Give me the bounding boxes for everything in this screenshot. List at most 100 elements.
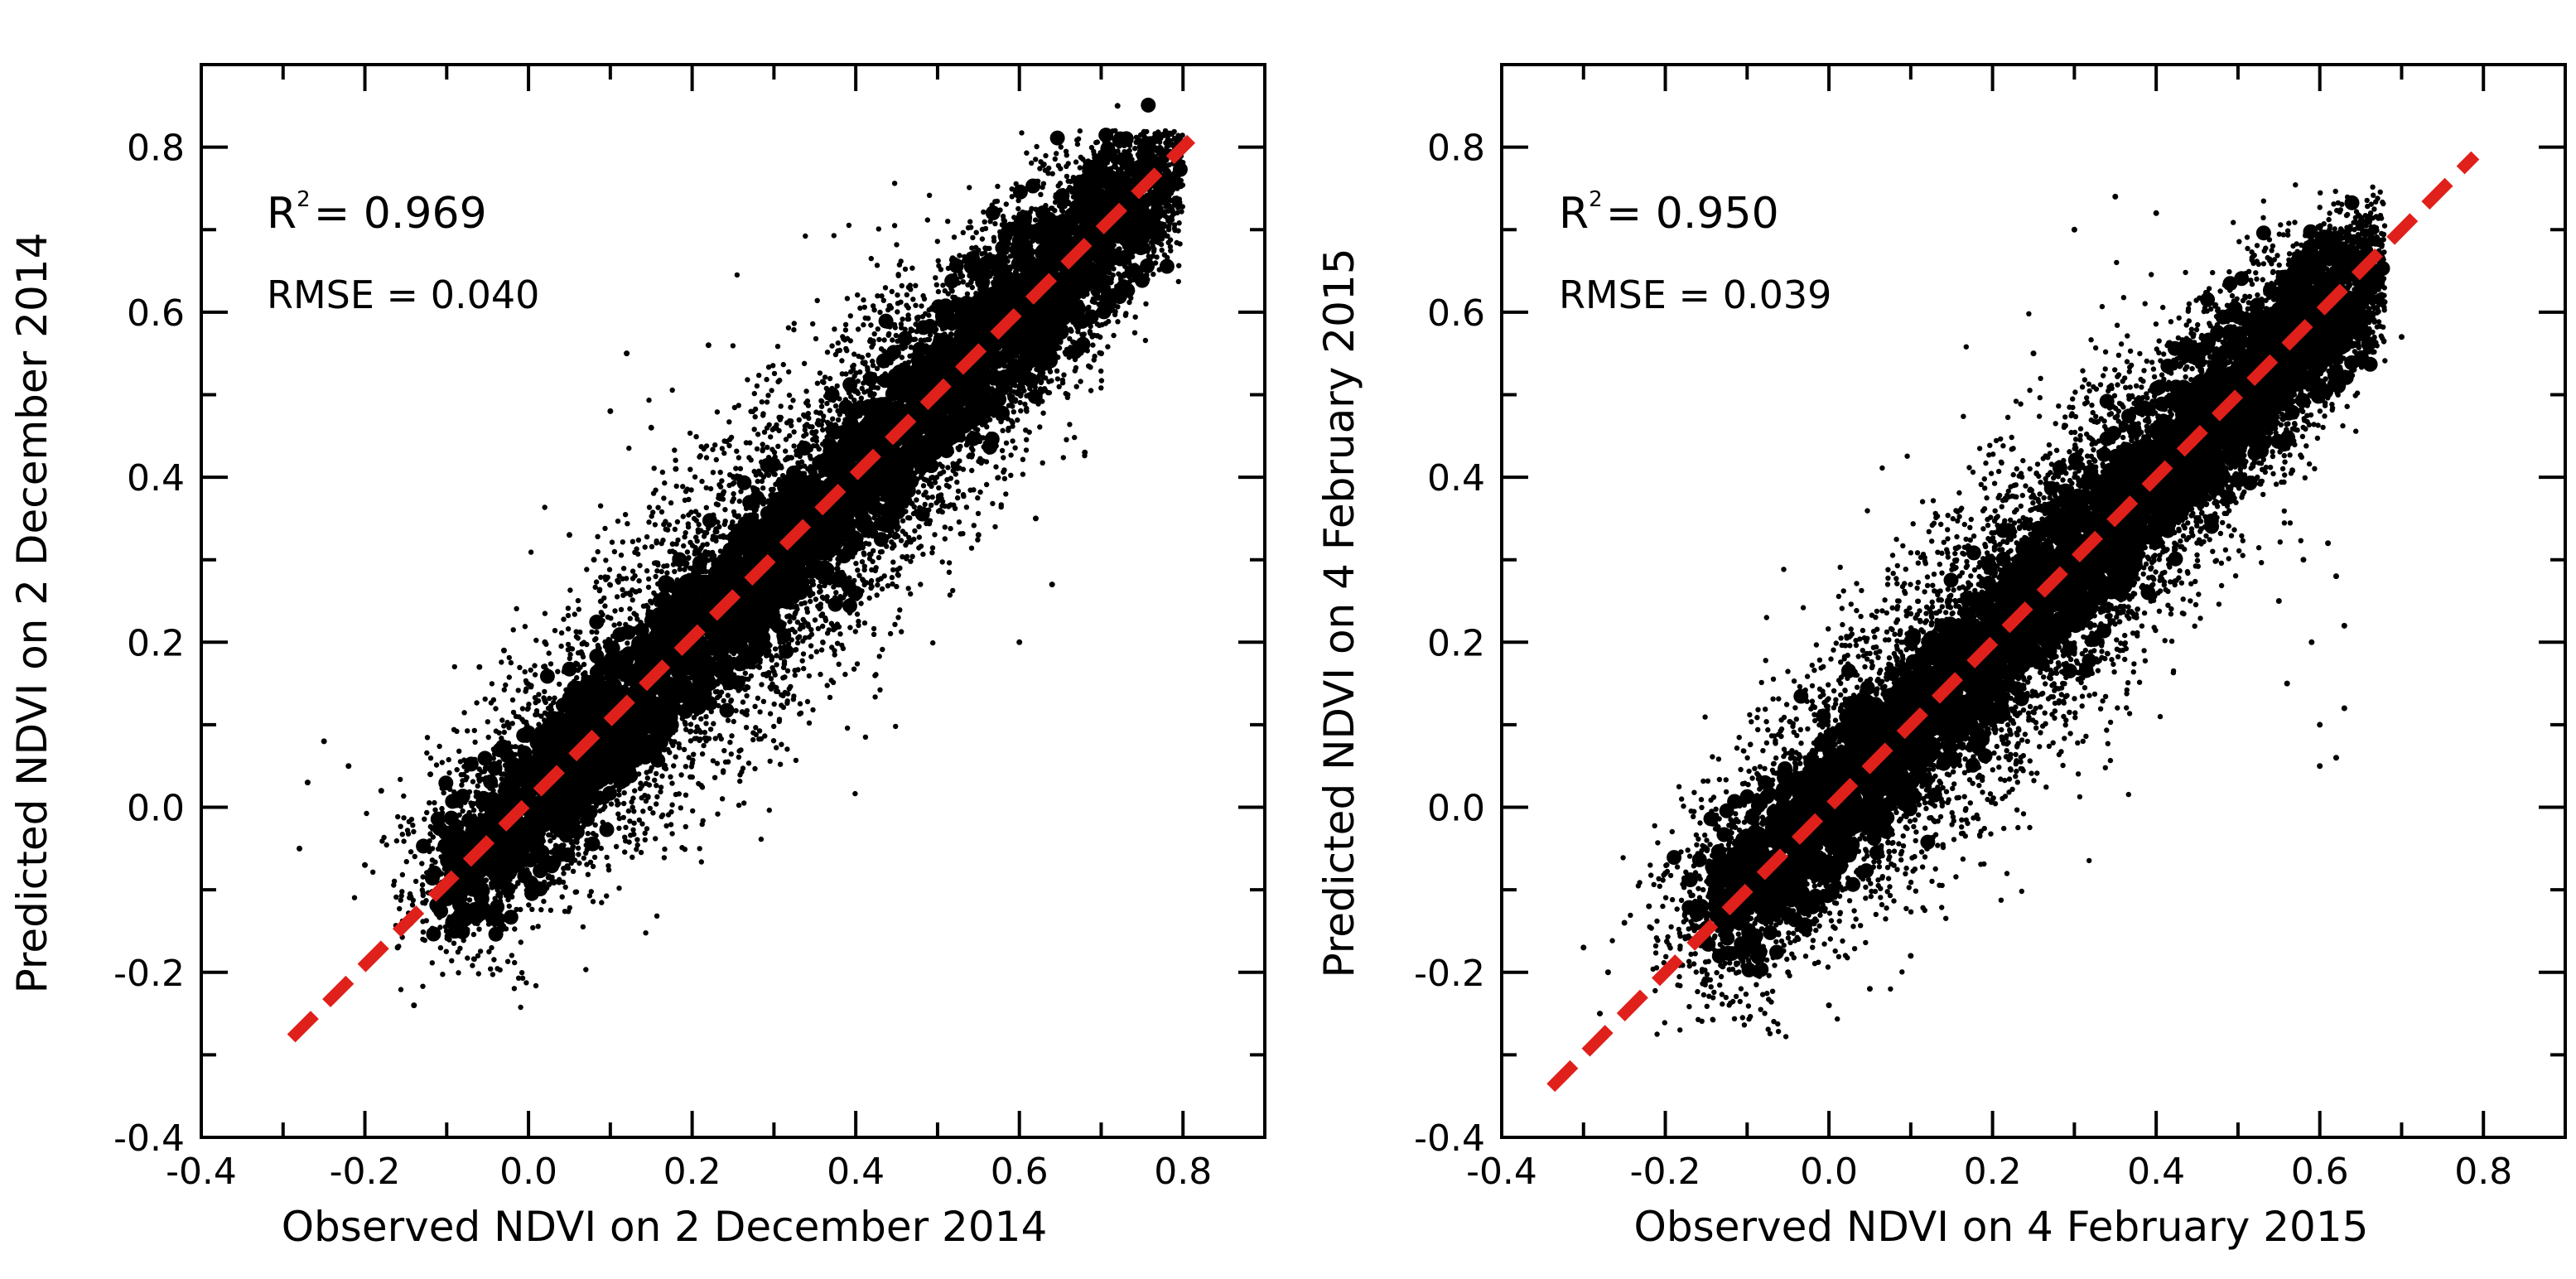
left-cloud-point-1327 <box>912 528 918 534</box>
left-point-cloud <box>351 97 1188 1011</box>
left-cloud-point-4310 <box>932 532 938 538</box>
left-cloud-point-3203 <box>756 372 762 379</box>
left-cloud-point-1146 <box>902 266 909 273</box>
left-cloud-point-242 <box>530 924 536 931</box>
left-cloud-point-436 <box>824 350 831 355</box>
left-cloud-point-4206 <box>971 523 977 528</box>
left-cloud-point-1401 <box>668 774 673 779</box>
left-cloud-point-2475 <box>703 721 709 726</box>
left-cloud-point-2649 <box>894 583 900 590</box>
left-cloud-point-4212 <box>933 282 940 287</box>
left-cloud-point-4287 <box>888 305 895 311</box>
left-cloud-point-4499 <box>734 448 740 454</box>
left-cloud-point-1837 <box>866 595 872 601</box>
left-cloud-point-4367 <box>911 536 917 543</box>
left-cloud-point-3205 <box>1032 217 1039 223</box>
left-cloud-point-616 <box>1003 440 1010 446</box>
left-cloud-point-414 <box>384 842 389 848</box>
left-cloud-point-3711 <box>616 792 622 798</box>
left-cloud-point-4653 <box>398 776 403 783</box>
left-cloud-point-375 <box>990 500 996 507</box>
left-cloud-point-4639 <box>399 832 405 837</box>
left-cloud-point-184 <box>731 404 738 411</box>
left-cloud-point-2606 <box>1142 337 1149 344</box>
left-cloud-point-4389 <box>760 442 765 447</box>
left-cloud-point-364 <box>1029 160 1035 166</box>
left-cloud-point-4261 <box>1078 154 1084 160</box>
left-cloud-point-4524 <box>935 498 941 504</box>
left-cloud-point-3865 <box>584 862 590 867</box>
left-cloud-point-4738 <box>922 337 928 343</box>
left-cloud-point-963 <box>861 582 867 588</box>
left-cloud-point-4552 <box>649 543 655 550</box>
left-cloud-point-1313 <box>818 403 825 409</box>
left-cloud-point-2188 <box>662 480 668 486</box>
left-cloud-point-2310 <box>877 687 883 693</box>
left-cloud-point-1901 <box>887 630 894 637</box>
left-cloud-point-4971 <box>1000 213 1006 220</box>
left-cloud-point-2237 <box>1054 368 1060 374</box>
left-cloud-point-2115 <box>1001 467 1007 473</box>
left-cloud-point-4737 <box>489 681 495 687</box>
left-cloud-point-3669 <box>719 446 726 451</box>
left-cloud-point-2274 <box>1018 408 1024 414</box>
left-cloud-point-2364 <box>780 361 786 368</box>
left-cloud-point-3112 <box>813 649 820 654</box>
left-cloud-point-322 <box>1054 151 1059 157</box>
left-cloud-point-975 <box>714 409 721 415</box>
left-cloud-point-1515 <box>741 800 747 806</box>
left-cloud-point-304 <box>871 331 877 337</box>
left-cloud-point-4782 <box>1010 393 1015 400</box>
left-cloud-point-3660 <box>410 823 416 828</box>
left-cloud-point-3078 <box>398 897 403 903</box>
left-cloud-point-1408 <box>771 449 778 456</box>
left-cloud-point-4415 <box>1098 378 1105 384</box>
left-cloud-point-2676 <box>589 629 595 635</box>
left-cloud-point-1187 <box>585 871 591 877</box>
left-cloud-point-2725 <box>615 811 621 817</box>
left-cloud-point-4045 <box>1131 330 1138 335</box>
left-cloud-point-3878 <box>764 376 769 383</box>
left-cloud-point-2525 <box>395 813 401 820</box>
left-cloud-point-2705 <box>1078 379 1083 384</box>
left-cloud-point-450 <box>1024 437 1030 442</box>
left-cloud-point-2766 <box>722 507 728 513</box>
left-cloud-point-2838 <box>889 288 895 295</box>
left-cloud-point-1110 <box>770 738 777 744</box>
left-cloud-point-2700 <box>672 568 678 575</box>
left-cloud-point-1979 <box>613 843 620 850</box>
left-cloud-point-1222 <box>364 810 369 817</box>
left-cloud-point-3432 <box>814 297 820 303</box>
left-cloud-point-4732 <box>662 846 668 852</box>
left-cloud-point-4057 <box>1012 398 1018 404</box>
left-cloud-point-610 <box>810 707 816 713</box>
left-cloud-point-478 <box>922 501 928 508</box>
left-cloud-point-3143 <box>542 611 548 616</box>
left-cloud-point-3357 <box>515 688 521 693</box>
left-cloud-point-4590 <box>1090 342 1096 348</box>
left-cloud-point-311 <box>699 478 705 485</box>
left-cloud-point-4866 <box>871 631 877 637</box>
left-cloud-point-2510 <box>778 403 784 409</box>
left-cloud-point-596 <box>866 352 871 358</box>
left-cloud-point-1642 <box>1061 372 1067 378</box>
left-cloud-point-4320 <box>979 236 986 242</box>
left-cloud-point-3916 <box>835 340 841 346</box>
left-cloud-point-1913 <box>627 606 633 612</box>
left-cloud-point-485 <box>792 672 798 678</box>
left-cloud-point-3113 <box>808 654 814 659</box>
left-cloud-point-3470 <box>630 568 636 574</box>
left-cloud-point-4662 <box>1015 205 1021 212</box>
left-cloud-point-4605 <box>694 724 700 730</box>
left-cloud-point-4289 <box>513 744 519 750</box>
left-cloud-point-630 <box>856 618 861 625</box>
left-cloud-point-235 <box>1017 399 1023 406</box>
left-cloud-point-4384 <box>924 217 931 223</box>
left-cloud-point-2588 <box>604 854 610 861</box>
left-cloud-point-3616 <box>683 722 688 727</box>
left-cloud-point-4431 <box>803 233 808 239</box>
left-cloud-point-1269 <box>915 489 922 495</box>
left-cloud-point-2313 <box>752 703 758 709</box>
left-cloud-point-2306 <box>506 674 512 680</box>
left-cloud-point-2232 <box>752 406 759 413</box>
